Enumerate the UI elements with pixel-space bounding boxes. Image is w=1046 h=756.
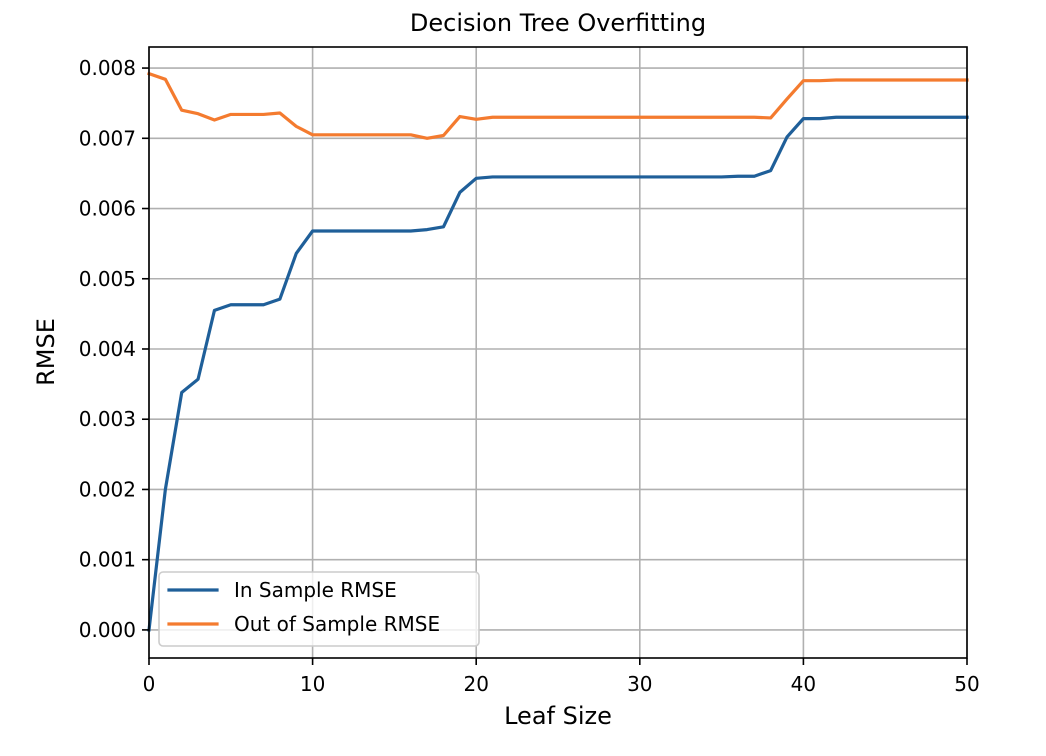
in-sample-rmse-line: [147, 115, 969, 632]
x-tick-label: 20: [463, 672, 488, 696]
legend-label-in-sample: In Sample RMSE: [234, 578, 397, 602]
x-tick-label: 0: [143, 672, 156, 696]
y-tick-label: 0.000: [79, 618, 136, 642]
y-tick-label: 0.003: [79, 407, 136, 431]
y-tick-label: 0.008: [79, 56, 136, 80]
y-tick-label: 0.004: [79, 337, 136, 361]
x-tick-label: 50: [954, 672, 979, 696]
x-axis-label: Leaf Size: [504, 702, 612, 730]
x-tick-label: 30: [627, 672, 652, 696]
y-axis: 0.000 0.001 0.002 0.003 0.004 0.005 0.006 0.007…: [79, 56, 149, 642]
plot-area-frame: [148, 46, 968, 659]
x-axis: 0 10 20 30 40 50: [143, 658, 980, 696]
y-tick-label: 0.002: [79, 477, 136, 501]
out-of-sample-rmse-line: [146, 71, 969, 140]
legend: In Sample RMSE Out of Sample RMSE: [158, 571, 480, 647]
x-tick-label: 40: [791, 672, 816, 696]
y-axis-label: RMSE: [32, 318, 60, 386]
y-tick-label: 0.005: [79, 267, 136, 291]
y-tick-label: 0.001: [79, 548, 136, 572]
legend-box: [158, 571, 480, 647]
y-tick-label: 0.006: [79, 197, 136, 221]
series-group: [146, 71, 969, 632]
x-tick-label: 10: [300, 672, 325, 696]
chart-title: Decision Tree Overfitting: [410, 9, 706, 37]
y-tick-label: 0.007: [79, 126, 136, 150]
legend-label-out-of-sample: Out of Sample RMSE: [234, 612, 440, 636]
